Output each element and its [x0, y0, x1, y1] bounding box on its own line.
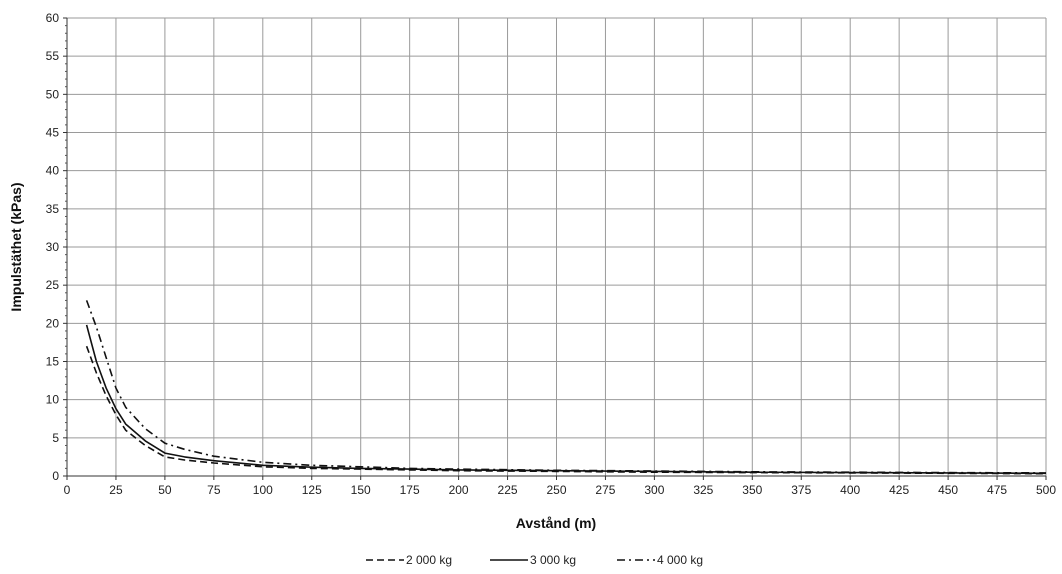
y-tick-label: 55	[46, 49, 60, 63]
x-tick-label: 100	[253, 483, 273, 497]
y-tick-label: 50	[46, 87, 60, 101]
x-tick-label: 200	[449, 483, 469, 497]
y-axis-title: Impulstäthet (kPas)	[8, 182, 24, 311]
series-line-1	[85, 345, 1047, 475]
x-tick-label: 125	[302, 483, 322, 497]
y-tick-label: 0	[52, 469, 59, 483]
x-tick-label: 250	[546, 483, 566, 497]
x-tick-label: 175	[400, 483, 420, 497]
x-tick-label: 75	[207, 483, 221, 497]
legend-label-1: 2 000 kg	[406, 553, 452, 567]
series-lines	[85, 300, 1047, 475]
x-tick-label: 325	[693, 483, 713, 497]
x-tick-label: 500	[1036, 483, 1056, 497]
y-tick-label: 45	[46, 126, 60, 140]
y-tick-label: 5	[52, 431, 59, 445]
y-axis-ticks: 0 5 10 15 20 25 30 35 40 45 50 55 60	[46, 11, 67, 483]
y-tick-label: 60	[46, 11, 60, 25]
x-tick-label: 50	[158, 483, 172, 497]
x-tick-label: 475	[987, 483, 1007, 497]
y-tick-label: 30	[46, 240, 60, 254]
x-tick-label: 0	[64, 483, 71, 497]
x-tick-label: 300	[644, 483, 664, 497]
y-tick-label: 15	[46, 355, 60, 369]
x-tick-label: 375	[791, 483, 811, 497]
x-tick-label: 275	[595, 483, 615, 497]
legend: 2 000 kg 3 000 kg 4 000 kg	[366, 553, 703, 567]
x-axis-title: Avstånd (m)	[516, 515, 596, 531]
x-tick-label: 25	[109, 483, 123, 497]
x-tick-label: 400	[840, 483, 860, 497]
grid	[66, 17, 1047, 477]
legend-label-3: 4 000 kg	[657, 553, 703, 567]
y-tick-label: 25	[46, 278, 60, 292]
x-tick-label: 225	[498, 483, 518, 497]
series-line-2	[85, 324, 1047, 475]
y-tick-label: 10	[46, 393, 60, 407]
x-tick-label: 150	[351, 483, 371, 497]
x-tick-label: 350	[742, 483, 762, 497]
legend-label-2: 3 000 kg	[530, 553, 576, 567]
x-axis-ticks: 0 25 50 75 100 125 150 175 200 225 250 275 300 325 350…	[64, 476, 1056, 497]
series-line-3	[85, 300, 1047, 474]
x-tick-label: 450	[938, 483, 958, 497]
x-tick-label: 425	[889, 483, 909, 497]
y-tick-label: 20	[46, 316, 60, 330]
y-tick-label: 35	[46, 202, 60, 216]
y-tick-label: 40	[46, 164, 60, 178]
